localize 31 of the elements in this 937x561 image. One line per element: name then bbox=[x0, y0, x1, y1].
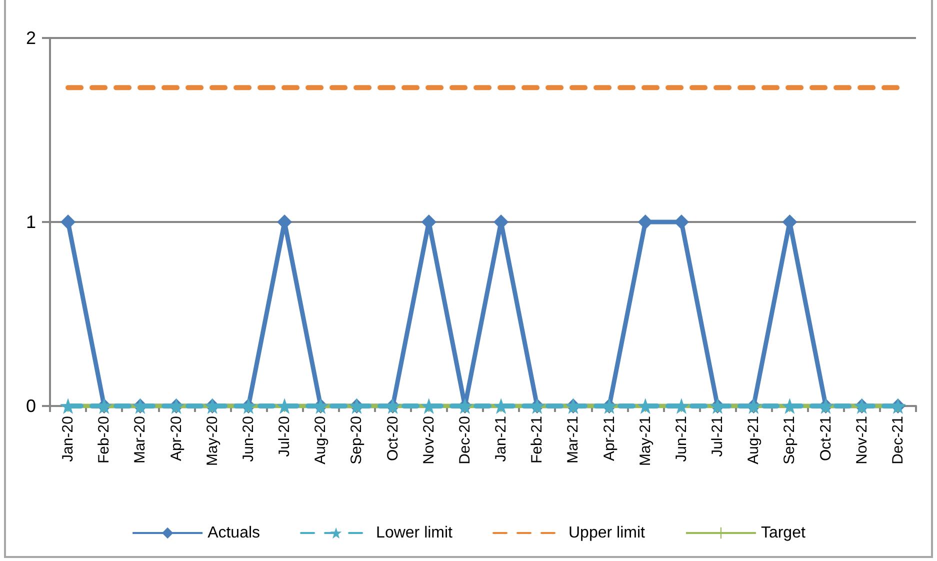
x-tick-label: Apr-21 bbox=[600, 416, 618, 462]
x-tick-label: Feb-21 bbox=[528, 416, 546, 464]
y-tick-label: 0 bbox=[26, 396, 36, 416]
x-tick-label: Nov-21 bbox=[853, 416, 870, 464]
x-tick-label: Jun-21 bbox=[672, 416, 690, 462]
legend-label: Actuals bbox=[208, 524, 260, 542]
x-tick-label: Sep-20 bbox=[348, 416, 366, 464]
x-tick-label: Mar-20 bbox=[132, 416, 149, 464]
x-tick-label: May-21 bbox=[636, 416, 654, 466]
x-tick-label: Jun-20 bbox=[240, 416, 257, 462]
x-tick-label: Jan-20 bbox=[60, 416, 77, 462]
x-tick-label: Dec-20 bbox=[456, 416, 474, 464]
x-tick-label: Jan-21 bbox=[492, 416, 510, 462]
x-tick-label: Nov-20 bbox=[420, 416, 438, 464]
legend-label: Upper limit bbox=[568, 524, 646, 542]
x-tick-label: Mar-21 bbox=[564, 416, 582, 464]
x-tick-label: Aug-20 bbox=[312, 416, 330, 464]
legend-label: Target bbox=[760, 524, 806, 542]
x-tick-label: Sep-21 bbox=[781, 416, 798, 464]
x-tick-label: Jul-21 bbox=[709, 416, 726, 457]
x-tick-label: Oct-20 bbox=[384, 416, 402, 462]
x-tick-label: Aug-21 bbox=[745, 416, 762, 464]
x-tick-label: Oct-21 bbox=[817, 416, 834, 462]
y-tick-label: 1 bbox=[26, 212, 36, 232]
legend-label: Lower limit bbox=[376, 524, 454, 542]
x-tick-label: May-20 bbox=[204, 416, 221, 466]
y-tick-label: 2 bbox=[26, 28, 36, 48]
x-tick-label: Dec-21 bbox=[889, 416, 906, 464]
x-tick-label: Feb-20 bbox=[96, 416, 113, 464]
x-tick-label: Jul-20 bbox=[276, 416, 294, 457]
x-tick-label: Apr-20 bbox=[168, 416, 185, 462]
